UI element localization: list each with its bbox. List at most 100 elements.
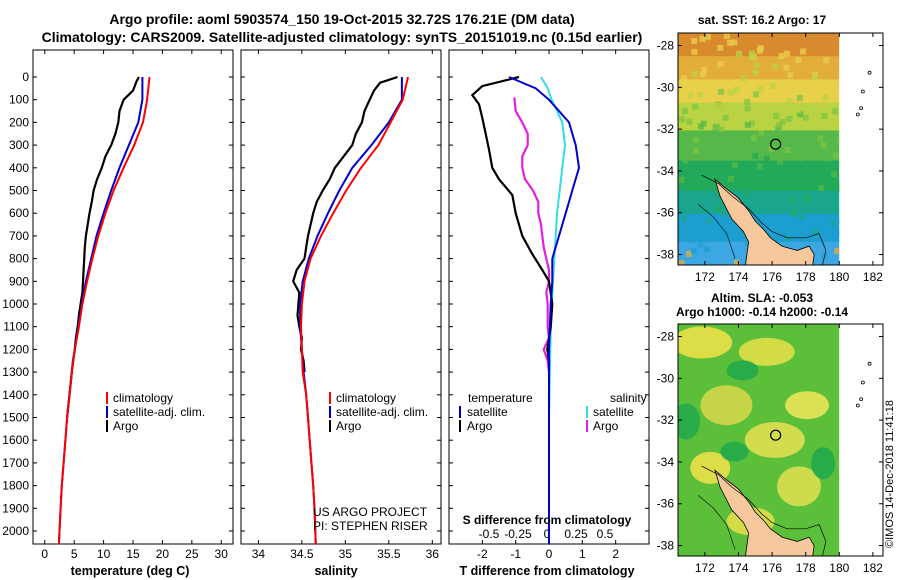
sst-pixel <box>833 218 840 225</box>
sst-pixel <box>822 94 829 101</box>
sst-pixel <box>772 63 779 70</box>
legend-title-temperature: temperature <box>468 391 533 405</box>
sst-pixel <box>766 109 773 116</box>
credit-line2: PI: STEPHEN RISER <box>313 519 428 533</box>
sst-pixel <box>757 163 764 170</box>
sst-pixel <box>695 143 702 150</box>
series-line-climatology <box>57 76 151 545</box>
sst-pixel <box>783 64 790 71</box>
sst-pixel <box>678 146 685 153</box>
sst-pixel <box>797 138 804 145</box>
sst-pixel <box>768 146 775 153</box>
sst-pixel <box>727 175 734 182</box>
salinity-tick-label: 35 <box>339 547 353 561</box>
sst-pixel <box>799 214 806 221</box>
lon-tick-label: 172 <box>695 270 715 284</box>
sst-pixel <box>752 152 759 159</box>
depth-tick-label: 700 <box>9 229 29 243</box>
bathymetry-contour <box>698 204 736 259</box>
sst-pixel <box>817 135 824 142</box>
island-marker <box>860 380 865 385</box>
legend-label-satellite: satellite-adj. clim. <box>113 405 205 419</box>
sst-map-title: sat. SST: 16.2 Argo: 17 <box>698 13 827 27</box>
imos-watermark: ©IMOS 14-Dec-2018 11:41:18 <box>884 400 896 548</box>
sla-map-title-line2: Argo h1000: -0.14 h2000: -0.14 <box>676 305 848 319</box>
sst-pixel <box>697 241 704 248</box>
series-line-salinity-argo <box>513 97 551 373</box>
island-marker <box>867 70 872 75</box>
sst-pixel <box>786 115 793 122</box>
temperature-tick-label: 5 <box>71 547 78 561</box>
sst-pixel <box>836 136 840 143</box>
sst-pixel <box>721 210 728 217</box>
sst-pixel <box>758 130 765 137</box>
difference-tick-label: -1 <box>510 547 521 561</box>
temperature-legend: climatology satellite-adj. clim. Argo <box>106 391 205 433</box>
lat-tick-label: -30 <box>657 371 675 385</box>
depth-tick-label: 1100 <box>3 320 29 334</box>
land-north-island <box>714 469 815 556</box>
series-line-satellite-adj-clim- <box>57 77 144 545</box>
sst-pixel <box>686 250 693 257</box>
sst-pixel <box>718 88 725 95</box>
sst-pixel <box>714 102 721 109</box>
sst-pixel <box>717 135 724 142</box>
sst-pixel <box>681 108 688 115</box>
temperature-tick-label: 10 <box>97 547 111 561</box>
land-north-island <box>714 178 815 265</box>
sst-pixel <box>818 184 825 191</box>
sla-map-title-line1: Altim. SLA: -0.053 <box>711 291 813 305</box>
temperature-tick-label: 25 <box>185 547 199 561</box>
legend-label-t-argo: Argo <box>467 419 493 433</box>
t-difference-axis-label: T difference from climatology <box>459 564 634 578</box>
island-marker <box>860 89 865 94</box>
lon-tick-label: 176 <box>762 270 782 284</box>
lat-tick-label: -36 <box>657 497 675 511</box>
sst-pixel <box>704 33 711 40</box>
sst-pixel <box>763 106 770 113</box>
sst-pixel <box>803 193 810 200</box>
depth-tick-label: 600 <box>9 206 29 220</box>
legend-label-t-satellite: satellite <box>467 405 508 419</box>
sst-pixel <box>705 217 712 224</box>
sst-pixel <box>752 91 759 98</box>
depth-tick-label: 0 <box>22 70 29 84</box>
sst-pixel <box>775 126 782 133</box>
sst-pixel <box>740 75 747 82</box>
map-field <box>678 33 840 265</box>
lon-tick-label: 178 <box>796 561 816 575</box>
sst-pixel <box>679 116 686 123</box>
sst-pixel <box>796 94 803 101</box>
sst-pixel <box>703 246 710 253</box>
depth-tick-label: 1600 <box>2 433 29 447</box>
sst-pixel <box>812 228 819 235</box>
temperature-panel: 0 5 10 15 20 25 30 <box>41 50 228 561</box>
sla-anomaly-blob <box>678 403 701 440</box>
sst-pixel <box>735 50 742 57</box>
argo-float-marker <box>770 429 782 441</box>
sst-pixel <box>731 39 738 46</box>
bathymetry-contour <box>701 465 827 556</box>
sst-pixel <box>701 67 708 74</box>
depth-tick-label: 1000 <box>2 297 29 311</box>
sla-map: Altim. SLA: -0.053 Argo h1000: -0.14 h20… <box>657 291 884 575</box>
series-line-salinity-satellite <box>540 76 567 545</box>
lat-tick-label: -28 <box>657 330 675 344</box>
depth-tick-label: 100 <box>9 93 29 107</box>
legend-label-climatology: climatology <box>336 391 396 405</box>
sst-pixel <box>744 190 751 197</box>
depth-tick-label: 1200 <box>2 342 29 356</box>
depth-tick-label: 800 <box>9 252 29 266</box>
lon-tick-label: 178 <box>796 270 816 284</box>
sst-pixel <box>687 92 694 99</box>
s-difference-tick-label: -0.5 <box>479 527 500 541</box>
lat-tick-label: -32 <box>657 413 675 427</box>
difference-tick-label: 2 <box>612 547 619 561</box>
salinity-tick-label: 35.5 <box>377 547 401 561</box>
sst-pixel <box>749 53 756 60</box>
temperature-axis-label: temperature (deg C) <box>71 564 190 578</box>
sst-pixel <box>834 248 840 255</box>
sst-pixel <box>749 50 756 57</box>
sst-pixel <box>686 118 693 125</box>
